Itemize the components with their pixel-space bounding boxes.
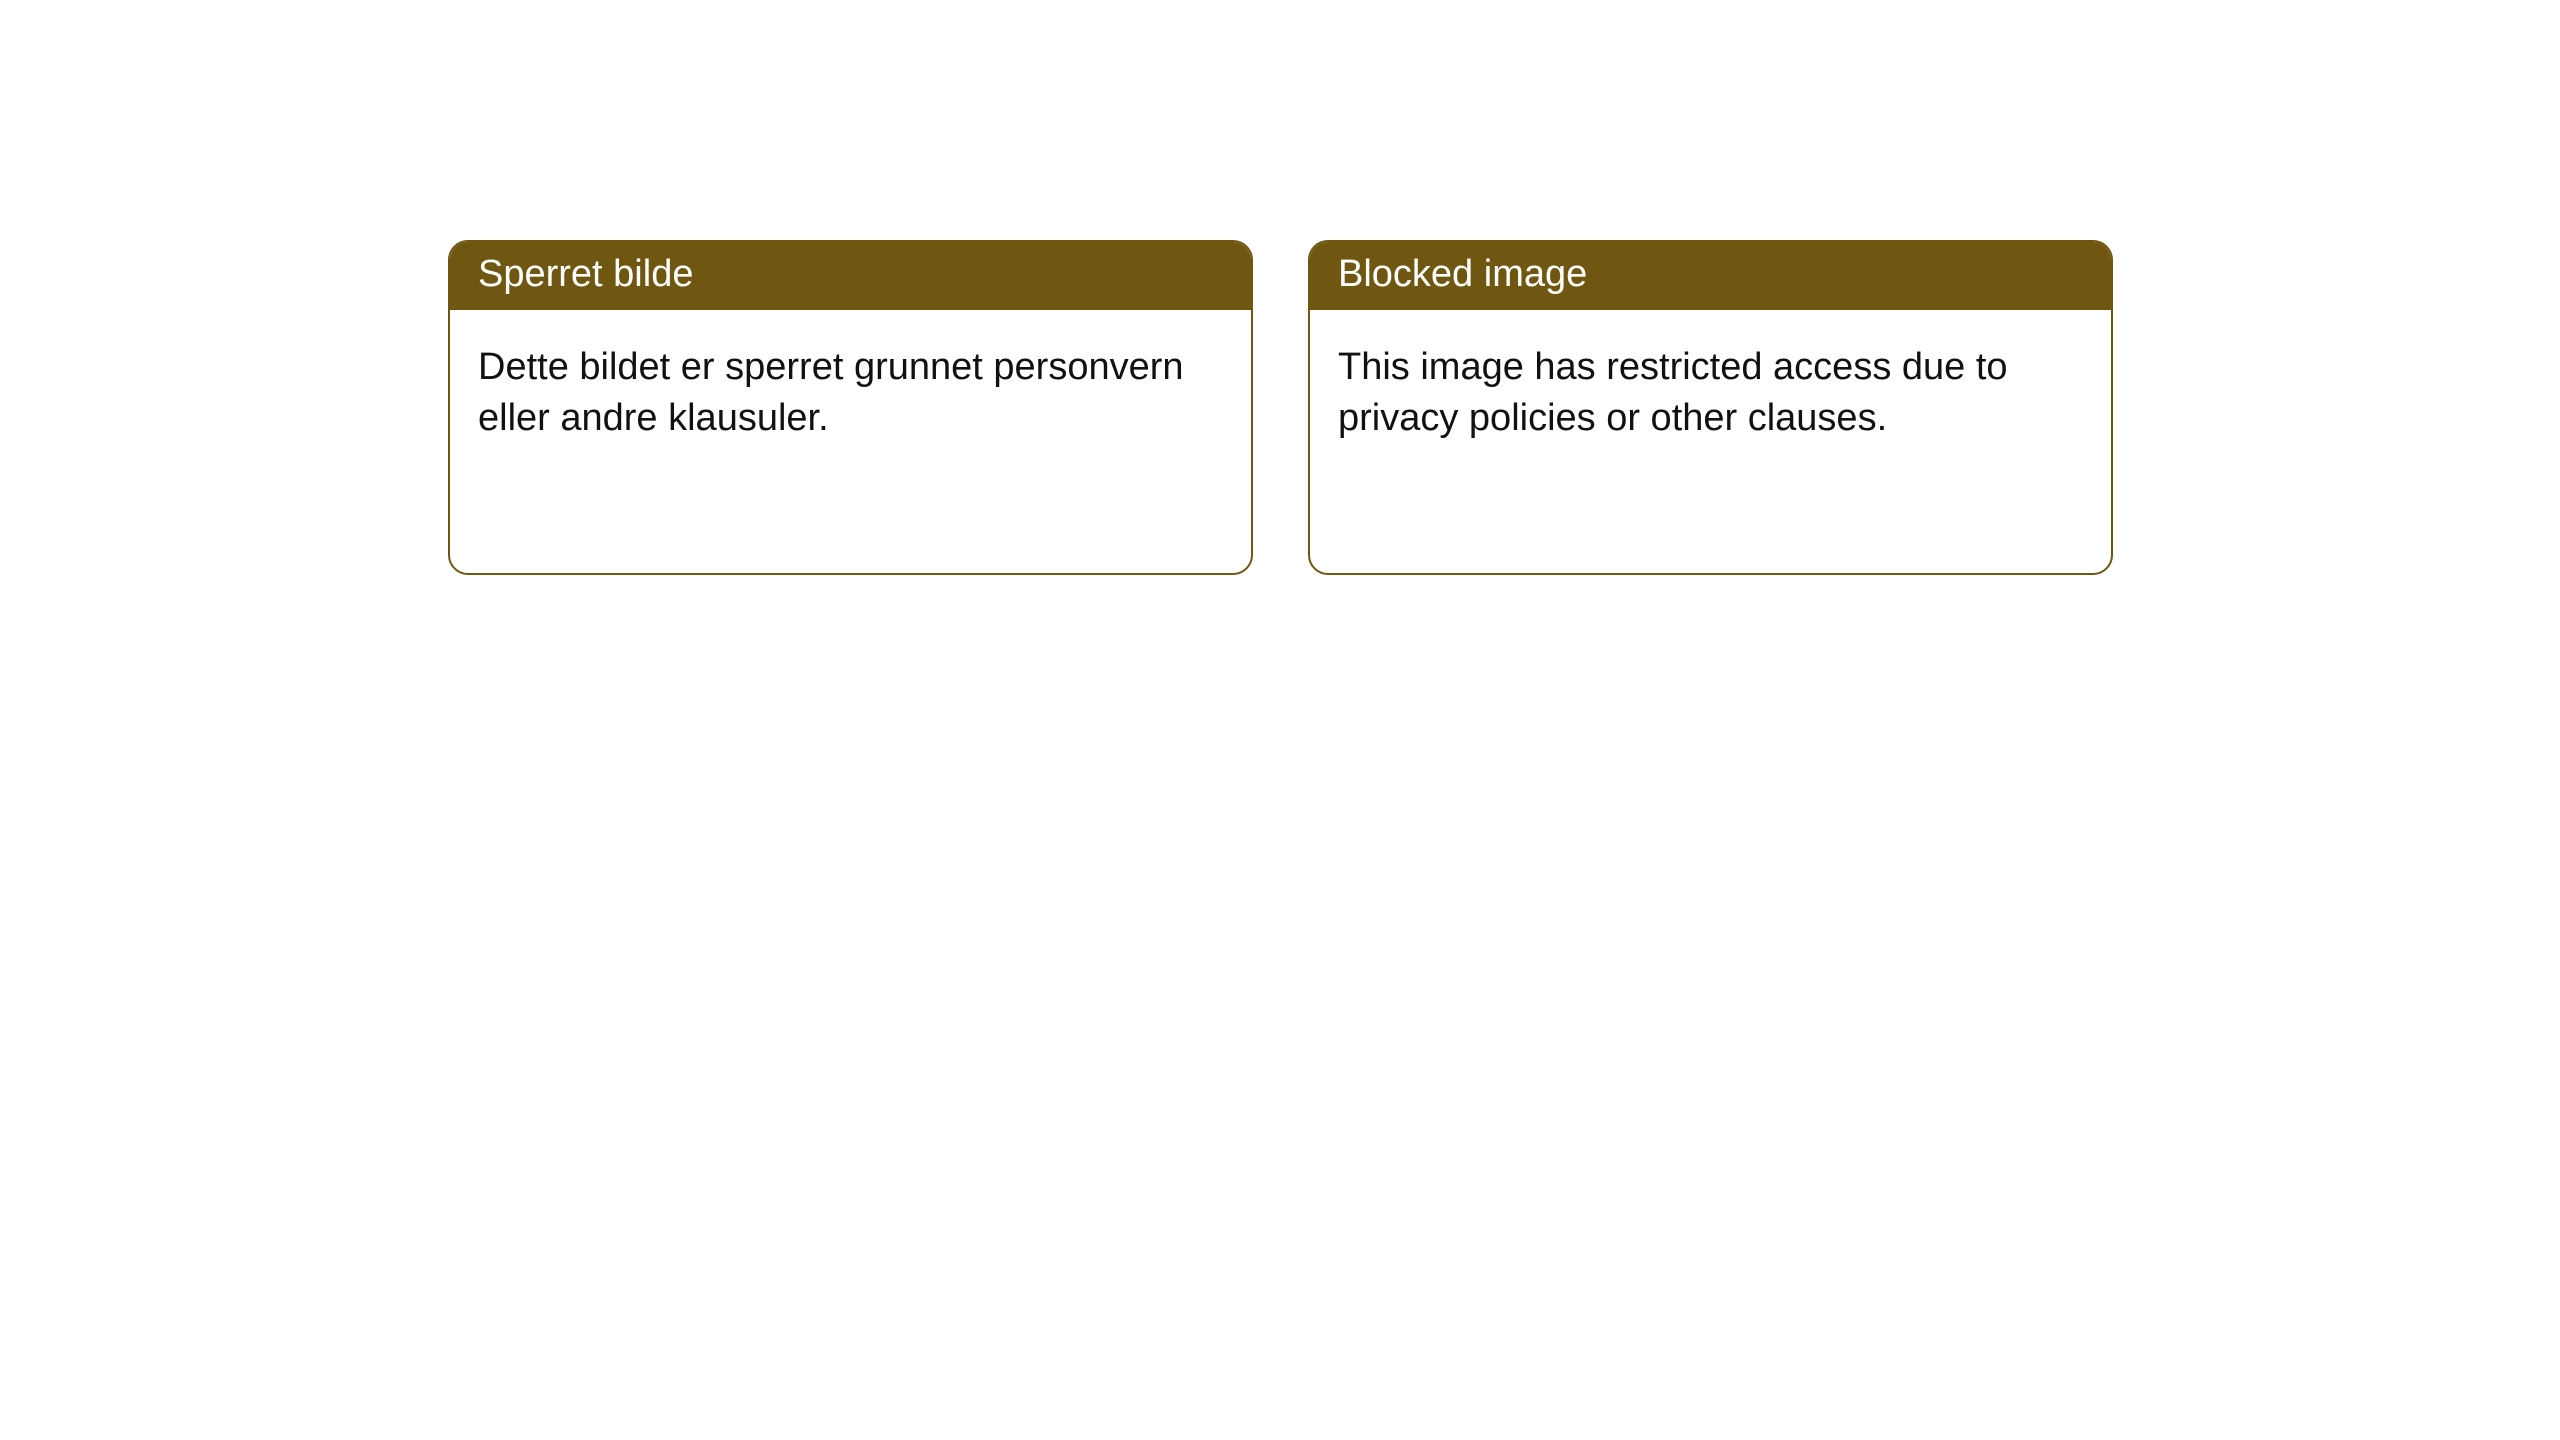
notice-title: Blocked image	[1310, 242, 2111, 310]
notice-container: Sperret bilde Dette bildet er sperret gr…	[0, 0, 2560, 575]
notice-message: This image has restricted access due to …	[1310, 310, 2111, 477]
notice-box-english: Blocked image This image has restricted …	[1308, 240, 2113, 575]
notice-message: Dette bildet er sperret grunnet personve…	[450, 310, 1251, 477]
notice-title: Sperret bilde	[450, 242, 1251, 310]
notice-box-norwegian: Sperret bilde Dette bildet er sperret gr…	[448, 240, 1253, 575]
